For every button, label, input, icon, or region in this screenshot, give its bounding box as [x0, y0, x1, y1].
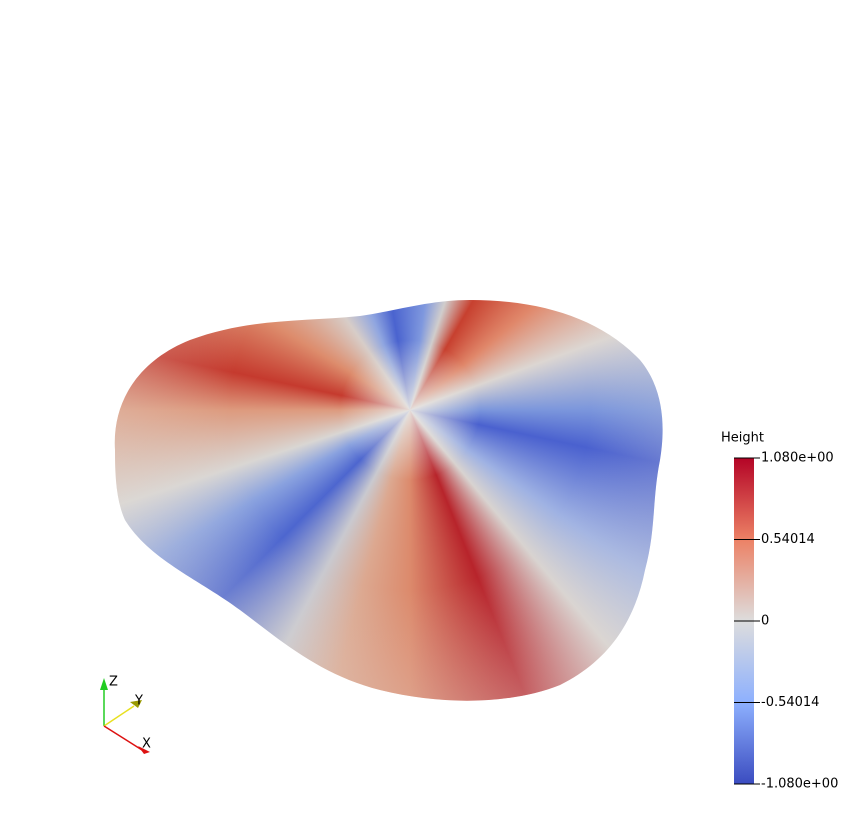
z-arrow — [100, 678, 108, 690]
colorbar-tick-label: -0.54014 — [761, 695, 819, 710]
colorbar-tick-label: 1.080e+00 — [761, 451, 834, 466]
z-label: Z — [109, 675, 118, 690]
x-arrow — [138, 746, 150, 754]
colorbar-title: Height — [721, 431, 764, 446]
y-arrow — [130, 700, 142, 708]
axes-triad: Z Y X — [100, 675, 151, 754]
x-axis — [103, 725, 143, 751]
colorbar-tick-label: -1.080e+00 — [761, 777, 838, 792]
x-label: X — [142, 737, 151, 752]
y-label: Y — [134, 694, 143, 709]
y-axis — [103, 705, 135, 727]
colorbar-tick-label: 0 — [761, 614, 769, 629]
colorbar-tick-label: 0.54014 — [761, 532, 815, 547]
